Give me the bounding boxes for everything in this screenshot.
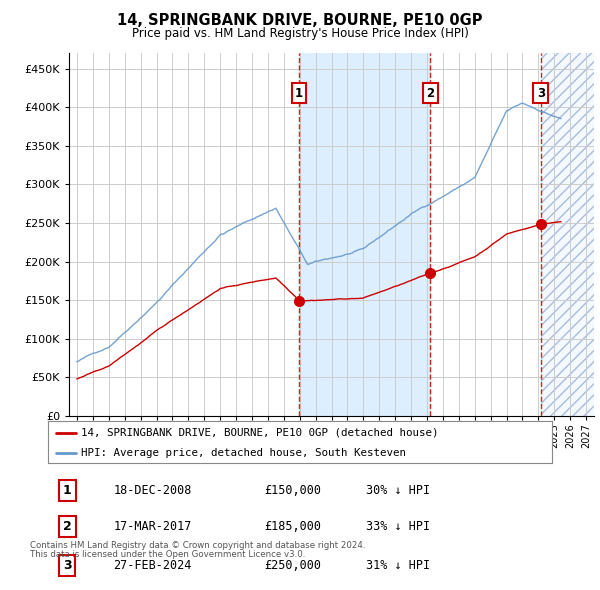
Text: HPI: Average price, detached house, South Kesteven: HPI: Average price, detached house, Sout… bbox=[81, 448, 406, 457]
Text: 18-DEC-2008: 18-DEC-2008 bbox=[113, 484, 192, 497]
Text: 30% ↓ HPI: 30% ↓ HPI bbox=[365, 484, 430, 497]
Text: Contains HM Land Registry data © Crown copyright and database right 2024.: Contains HM Land Registry data © Crown c… bbox=[30, 541, 365, 550]
Text: 3: 3 bbox=[537, 87, 545, 100]
Text: 2: 2 bbox=[426, 87, 434, 100]
Text: 3: 3 bbox=[63, 559, 71, 572]
Text: 27-FEB-2024: 27-FEB-2024 bbox=[113, 559, 192, 572]
Bar bbox=[541, 53, 594, 416]
Bar bbox=[541, 53, 594, 416]
Text: 1: 1 bbox=[63, 484, 71, 497]
Text: 2: 2 bbox=[63, 520, 71, 533]
Text: 17-MAR-2017: 17-MAR-2017 bbox=[113, 520, 192, 533]
Text: This data is licensed under the Open Government Licence v3.0.: This data is licensed under the Open Gov… bbox=[30, 550, 305, 559]
Text: 14, SPRINGBANK DRIVE, BOURNE, PE10 0GP: 14, SPRINGBANK DRIVE, BOURNE, PE10 0GP bbox=[117, 13, 483, 28]
Text: Price paid vs. HM Land Registry's House Price Index (HPI): Price paid vs. HM Land Registry's House … bbox=[131, 27, 469, 40]
Text: £250,000: £250,000 bbox=[265, 559, 322, 572]
Text: 31% ↓ HPI: 31% ↓ HPI bbox=[365, 559, 430, 572]
Text: £185,000: £185,000 bbox=[265, 520, 322, 533]
Text: 33% ↓ HPI: 33% ↓ HPI bbox=[365, 520, 430, 533]
Text: £150,000: £150,000 bbox=[265, 484, 322, 497]
Text: 14, SPRINGBANK DRIVE, BOURNE, PE10 0GP (detached house): 14, SPRINGBANK DRIVE, BOURNE, PE10 0GP (… bbox=[81, 428, 438, 438]
Bar bbox=[299, 53, 430, 416]
Text: 1: 1 bbox=[295, 87, 303, 100]
